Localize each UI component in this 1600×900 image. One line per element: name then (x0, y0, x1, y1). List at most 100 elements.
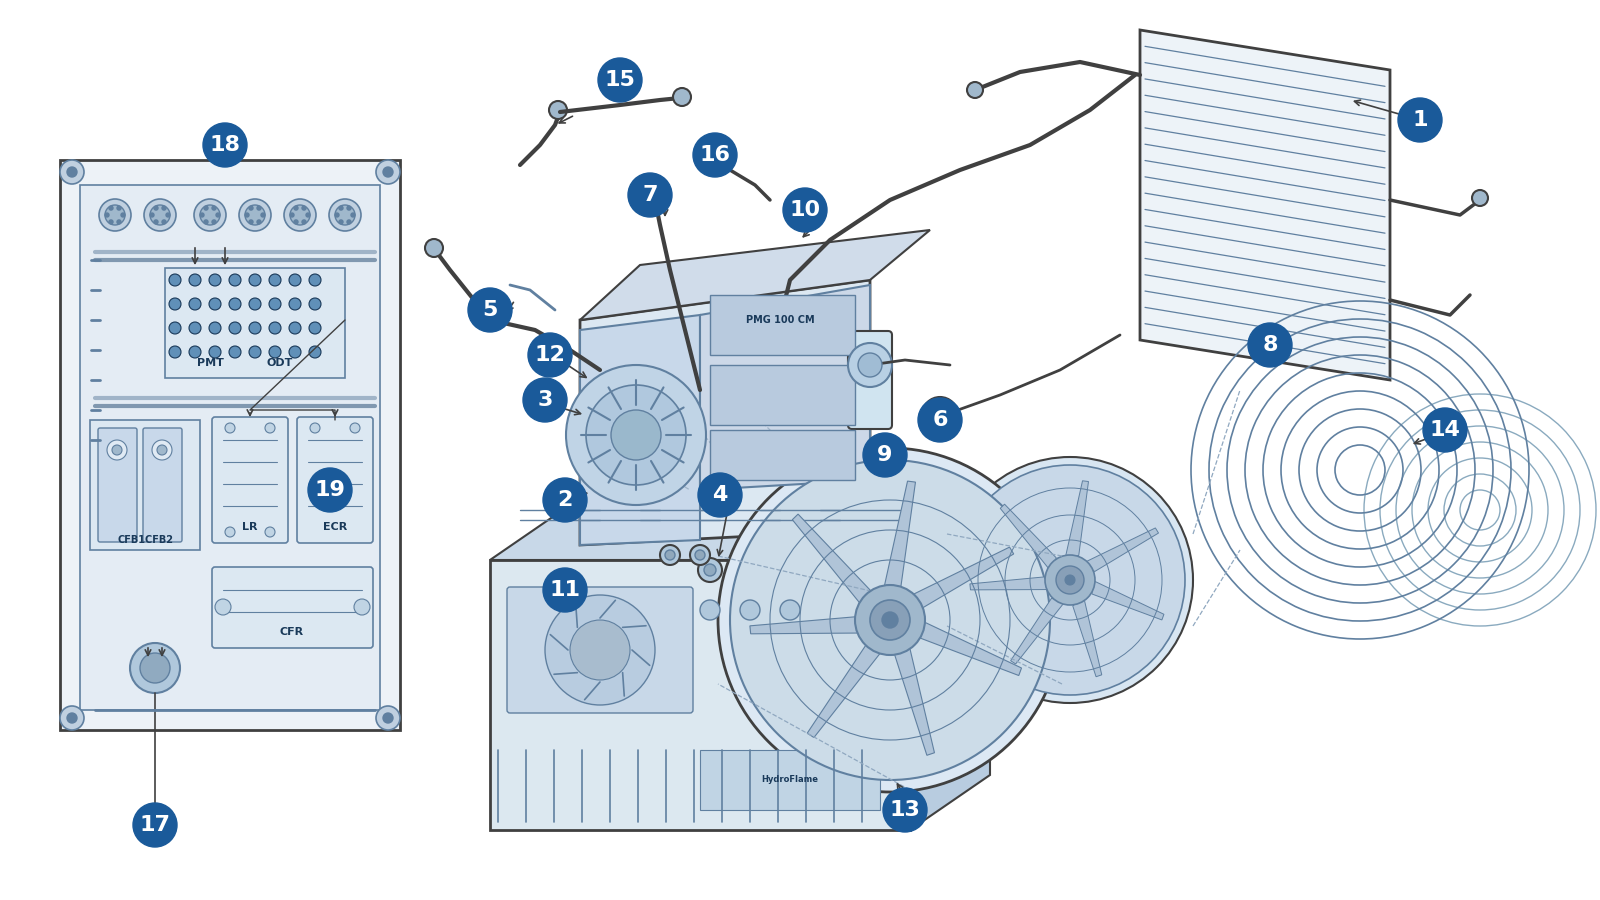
Circle shape (467, 288, 512, 332)
Circle shape (730, 460, 1050, 780)
Circle shape (106, 205, 125, 225)
Text: 12: 12 (534, 345, 565, 365)
Text: HydroFlame: HydroFlame (762, 776, 819, 785)
Circle shape (250, 220, 253, 224)
Polygon shape (910, 505, 990, 830)
Circle shape (189, 322, 202, 334)
Circle shape (258, 206, 261, 210)
Circle shape (1248, 323, 1293, 367)
Circle shape (266, 527, 275, 537)
Circle shape (250, 322, 261, 334)
Circle shape (200, 213, 205, 217)
FancyBboxPatch shape (701, 750, 880, 810)
Circle shape (306, 213, 310, 217)
Circle shape (107, 440, 126, 460)
Circle shape (611, 410, 661, 460)
Circle shape (426, 239, 443, 257)
Text: 8: 8 (1262, 335, 1278, 355)
Circle shape (250, 206, 253, 210)
Circle shape (376, 706, 400, 730)
Text: 17: 17 (139, 815, 171, 835)
Text: PMT: PMT (197, 358, 224, 368)
Circle shape (269, 274, 282, 286)
Circle shape (310, 423, 320, 433)
Polygon shape (490, 505, 990, 560)
Circle shape (67, 167, 77, 177)
Circle shape (290, 205, 310, 225)
Circle shape (661, 545, 680, 565)
Circle shape (376, 160, 400, 184)
Circle shape (154, 220, 158, 224)
Polygon shape (970, 577, 1050, 590)
Polygon shape (1139, 30, 1390, 380)
Circle shape (261, 213, 266, 217)
Polygon shape (579, 280, 870, 545)
Circle shape (285, 199, 317, 231)
Circle shape (354, 599, 370, 615)
Circle shape (330, 199, 362, 231)
Circle shape (350, 213, 355, 217)
Circle shape (966, 82, 982, 98)
Circle shape (229, 298, 242, 310)
Text: 19: 19 (315, 480, 346, 500)
Circle shape (307, 468, 352, 512)
FancyBboxPatch shape (298, 417, 373, 543)
Circle shape (290, 213, 294, 217)
Circle shape (130, 643, 179, 693)
Circle shape (674, 88, 691, 106)
Circle shape (542, 478, 587, 522)
Circle shape (339, 206, 342, 210)
Circle shape (1056, 566, 1085, 594)
Circle shape (862, 433, 907, 477)
Circle shape (302, 220, 306, 224)
Circle shape (200, 205, 221, 225)
Text: ODT: ODT (267, 358, 293, 368)
Polygon shape (894, 644, 934, 755)
Polygon shape (792, 514, 870, 607)
Text: 15: 15 (605, 70, 635, 90)
Polygon shape (579, 315, 701, 545)
Circle shape (170, 298, 181, 310)
Polygon shape (883, 482, 915, 590)
Circle shape (918, 398, 962, 442)
Polygon shape (920, 620, 1021, 676)
Circle shape (141, 653, 170, 683)
Circle shape (152, 440, 173, 460)
Circle shape (1398, 98, 1442, 142)
Circle shape (347, 206, 350, 210)
Circle shape (347, 220, 350, 224)
Circle shape (109, 220, 114, 224)
Text: 3: 3 (538, 390, 552, 410)
Circle shape (154, 206, 158, 210)
Circle shape (718, 448, 1062, 792)
Circle shape (210, 274, 221, 286)
Circle shape (309, 322, 322, 334)
Text: 1: 1 (1413, 110, 1427, 130)
Circle shape (693, 133, 738, 177)
Circle shape (666, 550, 675, 560)
Text: 2: 2 (557, 490, 573, 510)
Circle shape (144, 199, 176, 231)
Circle shape (334, 205, 355, 225)
Circle shape (922, 397, 958, 433)
FancyBboxPatch shape (211, 567, 373, 648)
Circle shape (309, 274, 322, 286)
FancyBboxPatch shape (142, 428, 182, 542)
Circle shape (294, 220, 298, 224)
Circle shape (99, 199, 131, 231)
Circle shape (334, 213, 339, 217)
Circle shape (189, 346, 202, 358)
Circle shape (947, 457, 1194, 703)
Circle shape (150, 205, 170, 225)
Circle shape (290, 274, 301, 286)
Circle shape (382, 713, 394, 723)
Polygon shape (701, 285, 870, 490)
Circle shape (339, 220, 342, 224)
Circle shape (189, 298, 202, 310)
Circle shape (162, 220, 166, 224)
Circle shape (566, 365, 706, 505)
Circle shape (205, 220, 208, 224)
Polygon shape (1066, 481, 1088, 559)
Circle shape (528, 333, 573, 377)
Circle shape (294, 206, 298, 210)
